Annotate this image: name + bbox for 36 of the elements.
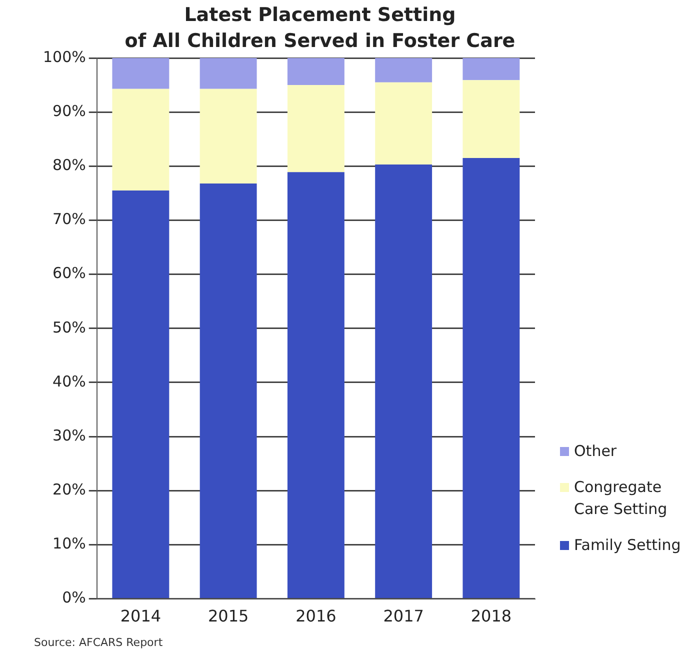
y-tick-label: 40% xyxy=(52,372,86,390)
x-tick-label: 2017 xyxy=(383,606,424,626)
x-tick-label: 2016 xyxy=(296,606,336,626)
y-tick-label: 10% xyxy=(52,534,86,553)
bar xyxy=(287,172,344,598)
y-tick-label: 70% xyxy=(52,210,86,228)
y-tick-label: 30% xyxy=(52,426,86,444)
bar xyxy=(112,58,170,89)
bar xyxy=(287,85,344,172)
bar xyxy=(200,88,257,184)
bar xyxy=(287,58,344,86)
y-tick-label: 80% xyxy=(52,156,86,174)
legend-label: Family Setting xyxy=(573,535,682,556)
source-note: Source: AFCARS Report xyxy=(34,636,163,649)
y-tick-label: 100% xyxy=(42,48,86,66)
y-tick-label: 50% xyxy=(52,318,86,336)
chart-title: Latest Placement Setting of All Children Served in Foster Care xyxy=(124,3,516,54)
bar xyxy=(375,82,432,165)
x-tick-label: 2015 xyxy=(208,606,249,626)
legend-label: Other xyxy=(573,441,618,462)
bar xyxy=(112,88,170,190)
bar xyxy=(462,158,520,598)
legend-label: Congregate Care Setting xyxy=(573,477,668,520)
y-tick-label: 90% xyxy=(52,102,86,120)
x-tick-label: 2014 xyxy=(120,606,162,626)
bar xyxy=(200,183,257,598)
y-tick-label: 60% xyxy=(52,264,86,282)
bar xyxy=(462,80,520,158)
bar xyxy=(112,190,170,598)
bar xyxy=(462,58,520,80)
bar xyxy=(375,164,432,598)
y-tick-label: 0% xyxy=(62,588,86,607)
x-tick-label: 2018 xyxy=(470,606,512,626)
bar xyxy=(200,58,257,89)
bar xyxy=(375,58,432,82)
y-tick-label: 20% xyxy=(52,480,86,499)
